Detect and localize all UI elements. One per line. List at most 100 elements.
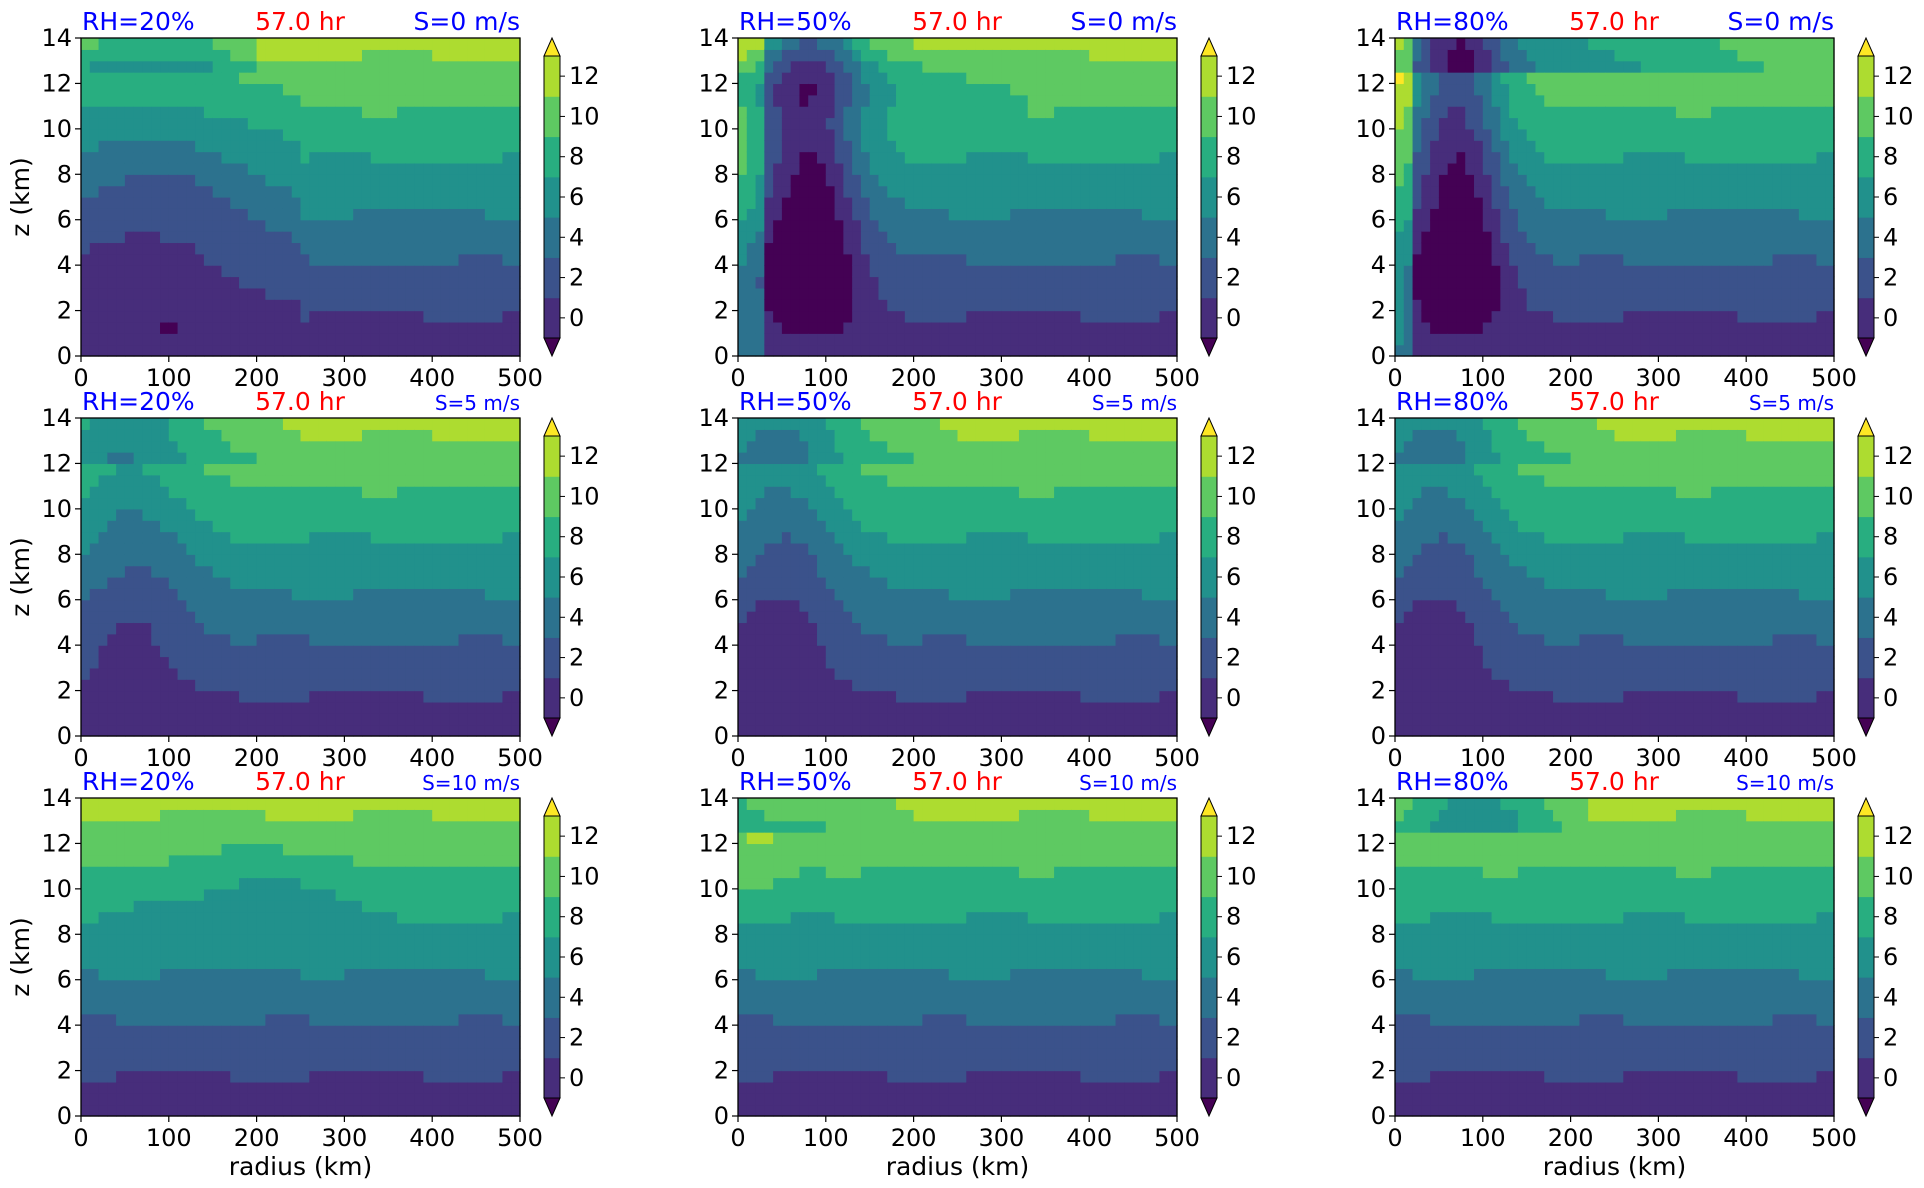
contour-cell — [1711, 344, 1721, 357]
contour-cell — [1737, 208, 1747, 221]
contour-cell — [133, 321, 144, 334]
colorbar-tick-label: 10 — [1226, 102, 1257, 130]
contour-cell — [1588, 60, 1598, 73]
contour-cell — [1001, 197, 1011, 209]
contour-cell — [1632, 162, 1642, 175]
contour-cell — [1062, 208, 1073, 221]
contour-cell — [1719, 72, 1730, 85]
contour-cell — [869, 265, 880, 278]
contour-cell — [1605, 333, 1616, 346]
contour-cell — [133, 656, 144, 669]
contour-cell — [1097, 174, 1108, 187]
contour-cell — [318, 117, 328, 130]
contour-cell — [291, 321, 302, 334]
contour-cell — [1089, 231, 1099, 244]
contour-cell — [405, 174, 416, 187]
contour-cell — [939, 174, 950, 187]
colorbar-tick-label: 6 — [569, 183, 584, 211]
contour-cell — [151, 486, 161, 499]
contour-cell — [379, 185, 389, 198]
contour-cell — [186, 633, 196, 646]
colorbar-segment — [1858, 297, 1874, 339]
contour-cell — [1798, 287, 1809, 300]
contour-cell — [1825, 83, 1835, 96]
contour-cell — [1693, 333, 1703, 346]
contour-cell — [89, 701, 100, 714]
contour-cell — [1500, 162, 1510, 175]
contour-cell — [186, 208, 196, 221]
contour-cell — [764, 140, 774, 153]
contour-cell — [467, 242, 477, 255]
contour-cell — [983, 185, 994, 198]
contour-cell — [212, 656, 223, 669]
contour-cell — [992, 185, 1002, 198]
contour-cell — [195, 231, 205, 244]
contour-cell — [1509, 287, 1519, 300]
contour-cell — [1763, 83, 1774, 96]
contour-cell — [116, 151, 126, 164]
contour-cell — [1124, 299, 1134, 312]
contour-cell — [817, 38, 827, 50]
contour-cell — [476, 265, 486, 278]
contour-cell — [1667, 174, 1677, 187]
contour-cell — [1097, 72, 1108, 85]
contour-cell — [1737, 185, 1747, 198]
contour-cell — [344, 197, 354, 209]
contour-cell — [195, 588, 205, 601]
contour-cell — [326, 333, 337, 346]
contour-cell — [825, 38, 836, 50]
contour-cell — [764, 344, 774, 357]
contour-cell — [1045, 333, 1055, 346]
contour-cell — [1667, 140, 1677, 153]
contour-cell — [1036, 219, 1046, 232]
contour-cell — [843, 162, 853, 175]
contour-cell — [116, 287, 126, 300]
contour-cell — [1150, 242, 1161, 255]
contour-cell — [1807, 60, 1818, 73]
contour-cell — [931, 60, 941, 73]
contour-cell — [212, 208, 223, 221]
contour-cell — [860, 117, 871, 130]
contour-cell — [1438, 253, 1449, 266]
contour-cell — [1781, 38, 1791, 50]
contour-cell — [1421, 151, 1431, 164]
contour-cell — [168, 310, 179, 323]
contour-cell — [177, 542, 187, 555]
contour-cell — [1754, 185, 1765, 198]
contour-cell — [98, 679, 108, 692]
contour-cell — [116, 38, 126, 50]
contour-cell — [1474, 106, 1484, 119]
contour-cell — [484, 140, 495, 153]
contour-cell — [1596, 253, 1607, 266]
contour-cell — [1150, 94, 1161, 107]
contour-cell — [186, 508, 196, 521]
contour-cell — [738, 321, 748, 334]
contour-cell — [1614, 265, 1624, 278]
contour-cell — [887, 253, 897, 266]
contour-cell — [975, 117, 985, 130]
contour-cell — [107, 333, 117, 346]
contour-cell — [274, 94, 284, 107]
contour-cell — [1728, 197, 1739, 209]
contour-cell — [203, 174, 214, 187]
contour-cell — [423, 38, 433, 50]
contour-cell — [904, 287, 915, 300]
contour-cell — [124, 565, 135, 578]
contour-cell — [247, 321, 258, 334]
contour-cell — [738, 72, 748, 85]
contour-cell — [913, 287, 923, 300]
contour-cell — [449, 106, 460, 119]
contour-cell — [1675, 321, 1686, 334]
contour-cell — [1553, 106, 1563, 119]
contour-cell — [1816, 242, 1826, 255]
contour-cell — [1535, 287, 1545, 300]
contour-cell — [195, 94, 205, 107]
contour-cell — [1456, 231, 1466, 244]
contour-cell — [1658, 253, 1668, 266]
contour-cell — [221, 474, 231, 487]
contour-cell — [1421, 333, 1431, 346]
contour-cell — [326, 219, 337, 232]
contour-cell — [142, 486, 152, 499]
contour-cell — [1790, 344, 1800, 357]
contour-cell — [1658, 94, 1668, 107]
